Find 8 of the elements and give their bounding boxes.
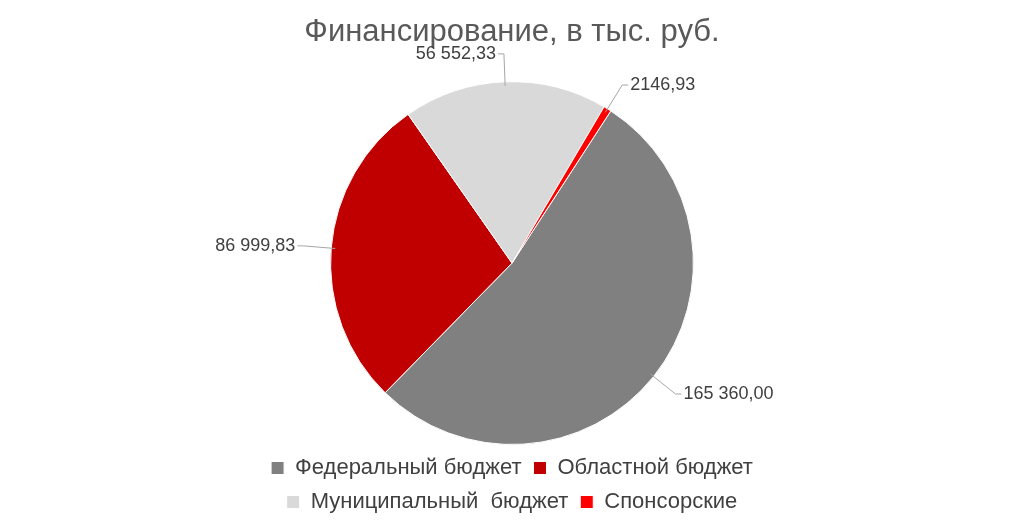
data-label: 86 999,83 xyxy=(215,234,296,255)
legend-label: Областной бюджет xyxy=(557,454,753,480)
legend-label: Муниципальный бюджет xyxy=(310,488,569,514)
legend-label: Федеральный бюджет xyxy=(295,454,522,480)
chart-title: Финансирование, в тыс. руб. xyxy=(304,13,720,49)
data-label: 2146,93 xyxy=(630,74,696,95)
legend-label: Спонсорские xyxy=(604,488,738,514)
data-label: 165 360,00 xyxy=(683,382,774,403)
